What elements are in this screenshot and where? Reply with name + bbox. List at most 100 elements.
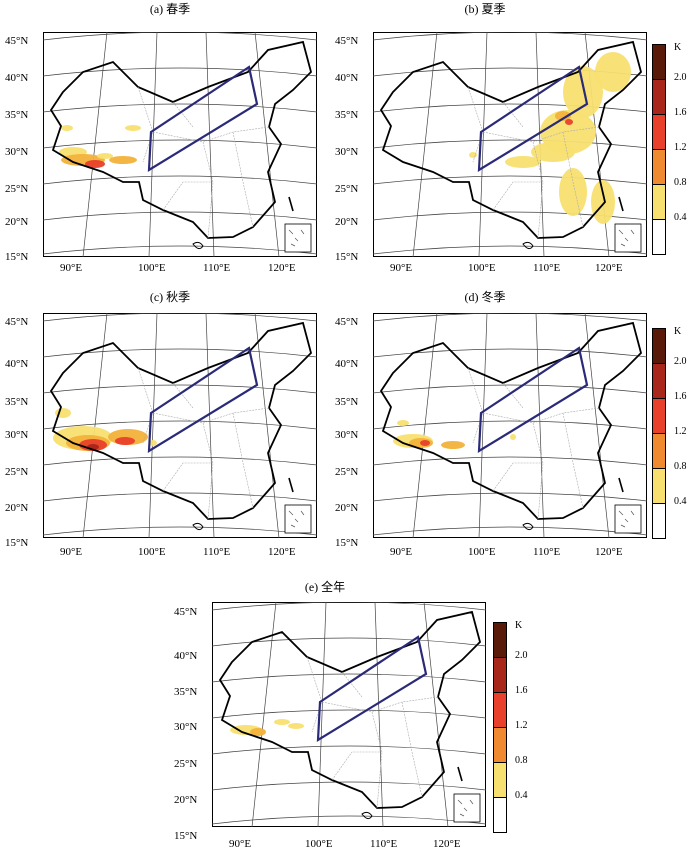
lat-label: 40°N xyxy=(335,358,359,370)
graticule-longitude xyxy=(251,602,277,827)
anomaly-patch xyxy=(288,723,304,729)
colorbar-tick: 1.2 xyxy=(674,142,687,153)
graticule-longitude xyxy=(478,313,488,538)
graticule-latitude xyxy=(43,103,317,113)
anomaly-patch xyxy=(510,434,516,440)
lon-label: 120°E xyxy=(433,838,461,850)
colorbar-tick: 2.0 xyxy=(515,650,528,661)
lat-label: 20°N xyxy=(335,502,359,514)
anomaly-patch xyxy=(250,728,266,736)
lon-label: 90°E xyxy=(390,546,413,558)
panel-title: (a) 春季 xyxy=(149,2,191,16)
country-border xyxy=(49,40,313,239)
south-china-sea-inset xyxy=(284,223,312,253)
south-china-sea-inset xyxy=(614,504,642,534)
panel-title: (e) 全年 xyxy=(304,580,346,594)
lat-label: 20°N xyxy=(174,794,198,806)
lat-label: 35°N xyxy=(5,109,29,121)
graticule-latitude xyxy=(43,32,317,41)
graticule-latitude xyxy=(373,313,647,322)
lon-label: 90°E xyxy=(60,262,83,274)
map-e xyxy=(212,602,486,827)
colorbar: K 2.0 1.6 1.2 0.8 0.4 xyxy=(493,620,541,836)
lat-label: 15°N xyxy=(335,537,359,549)
colorbar-cell xyxy=(652,79,666,115)
colorbar: K 2.0 1.6 1.2 0.8 0.4 xyxy=(652,326,700,542)
province-lines xyxy=(467,86,600,239)
lon-label: 100°E xyxy=(468,546,496,558)
study-region-box xyxy=(147,346,259,454)
hainan-island xyxy=(361,811,373,820)
panel-title: (d) 冬季 xyxy=(464,290,506,304)
colorbar-tick: 1.6 xyxy=(515,685,528,696)
graticule-latitude xyxy=(373,103,647,113)
lat-label: 30°N xyxy=(5,429,29,441)
colorbar-tick: 0.8 xyxy=(515,755,528,766)
colorbar-cell xyxy=(652,328,666,364)
study-region-box xyxy=(477,65,589,173)
province-lines xyxy=(137,367,270,520)
lon-label: 110°E xyxy=(533,546,561,558)
lat-label: 30°N xyxy=(335,429,359,441)
graticule-longitude xyxy=(584,313,610,538)
hainan-island xyxy=(522,241,534,250)
graticule-longitude xyxy=(148,313,158,538)
province-lines xyxy=(306,656,439,809)
colorbar-cell xyxy=(652,363,666,399)
map-a xyxy=(43,32,317,257)
anomaly-patch xyxy=(591,180,615,224)
lon-label: 100°E xyxy=(305,838,333,850)
colorbar-tick: 1.6 xyxy=(674,107,687,118)
anomaly-patch xyxy=(97,153,113,159)
taiwan-island xyxy=(288,477,294,493)
graticule-latitude xyxy=(373,32,647,41)
south-china-sea-inset xyxy=(453,793,481,823)
graticule-latitude xyxy=(373,245,647,255)
anomaly-patch xyxy=(441,441,465,449)
lat-label: 45°N xyxy=(5,316,29,328)
graticule-latitude xyxy=(373,384,647,394)
colorbar-unit: K xyxy=(674,326,682,337)
anomaly-patch xyxy=(595,52,631,92)
anomaly-patch xyxy=(149,440,157,446)
inset-islands xyxy=(288,229,305,247)
graticule-latitude xyxy=(212,815,486,825)
colorbar-tick: 0.8 xyxy=(674,177,687,188)
lat-label: 40°N xyxy=(174,650,198,662)
colorbar-cell xyxy=(652,184,666,220)
panel-e: (e) 全年 45°N 40°N 35°N 30°N 25°N 20°N 15°… xyxy=(165,578,535,856)
anomaly-patch xyxy=(531,142,575,162)
colorbar-tick: 0.4 xyxy=(674,496,687,507)
graticule-latitude xyxy=(373,526,647,536)
lat-label: 45°N xyxy=(174,606,198,618)
lat-label: 20°N xyxy=(5,502,29,514)
lat-label: 35°N xyxy=(335,396,359,408)
taiwan-island xyxy=(618,196,624,212)
graticule-latitude xyxy=(212,602,486,611)
lat-label: 30°N xyxy=(335,146,359,158)
colorbar-cell xyxy=(652,433,666,469)
colorbar-cell xyxy=(652,468,666,504)
province-lines xyxy=(467,367,600,520)
lon-label: 100°E xyxy=(138,546,166,558)
lat-label: 45°N xyxy=(5,35,29,47)
anomaly-patch xyxy=(563,66,603,118)
colorbar-cell xyxy=(652,503,666,539)
inset-islands xyxy=(618,510,635,528)
graticule-latitude xyxy=(373,175,647,185)
graticule-latitude xyxy=(373,211,647,221)
lon-label: 90°E xyxy=(390,262,413,274)
lat-label: 45°N xyxy=(335,35,359,47)
graticule-latitude xyxy=(43,139,317,149)
anomaly-patch xyxy=(555,111,571,121)
colorbar-cell xyxy=(493,692,507,728)
colorbar-tick: 2.0 xyxy=(674,356,687,367)
graticule-longitude xyxy=(478,32,488,257)
graticule-latitude xyxy=(43,420,317,430)
study-region-box xyxy=(477,346,589,454)
lon-label: 120°E xyxy=(595,546,623,558)
graticule-longitude xyxy=(374,602,384,827)
province-lines xyxy=(137,86,270,239)
lon-label: 120°E xyxy=(595,262,623,274)
taiwan-island xyxy=(288,196,294,212)
